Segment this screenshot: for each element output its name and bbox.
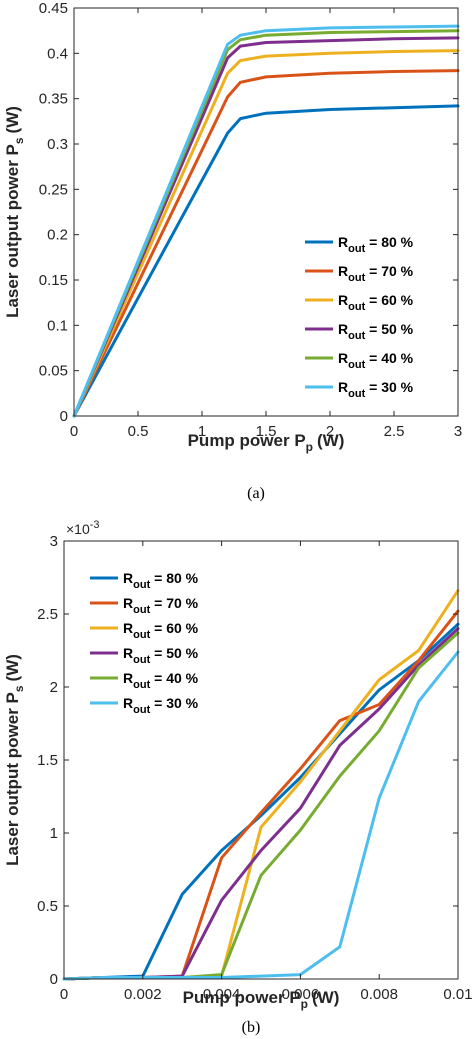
legend-label: Rout = 40 %: [123, 670, 199, 691]
series-line-60-percent: [72, 49, 460, 418]
legend-label: Rout = 30 %: [338, 379, 414, 400]
series-line-70-percent: [72, 69, 460, 418]
series-line-30-percent: [72, 24, 460, 418]
y-tick-label: 0.5: [37, 898, 58, 915]
chart-b-y-axis-label: Laser output power Ps(W): [3, 654, 26, 866]
x-tick-label: 2: [326, 423, 334, 440]
chart-a-ticks: 0 0.5 1 1.5 2 2.5 3 0 0.05 0.1 0.15 0.2 0.25 0.3 0.35 0…: [39, 0, 462, 440]
x-tick-label: 0.004: [203, 986, 241, 1003]
chart-a-y-axis-label: Laser output power Ps(W): [3, 106, 26, 318]
y-tick-label: 0.1: [47, 317, 68, 334]
legend-item: Rout = 50 %: [90, 645, 199, 666]
legend-label: Rout = 60 %: [338, 292, 414, 313]
legend-label: Rout = 30 %: [123, 695, 199, 716]
legend-item: Rout = 40 %: [305, 350, 414, 371]
chart-b-y-exponent: ×10-3: [66, 519, 100, 537]
legend-item: Rout = 80 %: [305, 234, 414, 255]
chart-b-series-lines: [62, 589, 460, 981]
legend-label: Rout = 50 %: [338, 321, 414, 342]
x-tick-label: 0: [60, 986, 68, 1003]
legend-item: Rout = 60 %: [90, 620, 199, 641]
y-tick-label: 2.5: [37, 606, 58, 623]
legend-item: Rout = 40 %: [90, 670, 199, 691]
legend-label: Rout = 80 %: [123, 570, 199, 591]
chart-b-ticks: 0 0.002 0.004 0.006 0.008 0.01 0 0.5 1 1.5 2 2.5 3: [37, 533, 472, 1003]
legend-label: Rout = 70 %: [123, 595, 199, 616]
legend-label: Rout = 40 %: [338, 350, 414, 371]
legend-item: Rout = 30 %: [305, 379, 414, 400]
chart-b: 0 0.002 0.004 0.006 0.008 0.01 0 0.5 1 1.5 2 2.5 3 ×…: [3, 519, 473, 1036]
legend-label: Rout = 50 %: [123, 645, 199, 666]
legend-item: Rout = 70 %: [305, 263, 414, 284]
y-tick-label: 0.35: [39, 91, 68, 108]
x-tick-label: 1: [198, 423, 206, 440]
x-tick-label: 0: [70, 423, 78, 440]
y-tick-label: 0.15: [39, 272, 68, 289]
y-tick-label: 2: [50, 679, 58, 696]
y-tick-label: 0.25: [39, 181, 68, 198]
y-tick-label: 3: [50, 533, 58, 550]
legend-item: Rout = 60 %: [305, 292, 414, 313]
y-tick-label: 0.05: [39, 363, 68, 380]
chart-a-legend: Rout = 80 % Rout = 70 % Rout = 60 % Rout = …: [305, 234, 414, 400]
chart-a: 0 0.5 1 1.5 2 2.5 3 0 0.05 0.1 0.15 0.2 0.25 0.3 0.35 0…: [3, 0, 462, 502]
y-tick-label: 0.3: [47, 136, 68, 153]
series-line-80-percent: [72, 104, 460, 418]
legend-label: Rout = 80 %: [338, 234, 414, 255]
legend-label: Rout = 70 %: [338, 263, 414, 284]
y-tick-label: 0: [50, 971, 58, 988]
series-line-50-percent: [72, 36, 460, 418]
y-tick-label: 1: [50, 825, 58, 842]
legend-item: Rout = 80 %: [90, 570, 199, 591]
x-tick-label: 3: [454, 423, 462, 440]
legend-item: Rout = 30 %: [90, 695, 199, 716]
legend-item: Rout = 70 %: [90, 595, 199, 616]
chart-a-caption: (a): [247, 485, 265, 502]
chart-a-x-axis-label: Pump power Pp (W): [188, 431, 345, 454]
y-tick-label: 0: [60, 408, 68, 425]
x-tick-label: 0.006: [282, 986, 320, 1003]
legend-item: Rout = 50 %: [305, 321, 414, 342]
x-tick-label: 0.008: [360, 986, 398, 1003]
chart-a-series-lines: [72, 24, 460, 418]
x-tick-label: 0.5: [128, 423, 149, 440]
series-line-40-percent: [72, 29, 460, 418]
legend-label: Rout = 60 %: [123, 620, 199, 641]
y-tick-label: 0.4: [47, 45, 68, 62]
chart-b-x-axis-label: Pump power Pp (W): [183, 988, 340, 1011]
x-tick-label: 1.5: [256, 423, 277, 440]
x-tick-label: 0.01: [443, 986, 472, 1003]
x-tick-label: 2.5: [384, 423, 405, 440]
y-tick-label: 1.5: [37, 752, 58, 769]
chart-b-legend: Rout = 80 % Rout = 70 % Rout = 60 % Rout = …: [90, 570, 199, 716]
chart-b-caption: (b): [242, 1019, 261, 1036]
series-line-30-percent: [62, 650, 460, 981]
y-tick-label: 0.45: [39, 0, 68, 17]
y-tick-label: 0.2: [47, 227, 68, 244]
x-tick-label: 0.002: [124, 986, 162, 1003]
